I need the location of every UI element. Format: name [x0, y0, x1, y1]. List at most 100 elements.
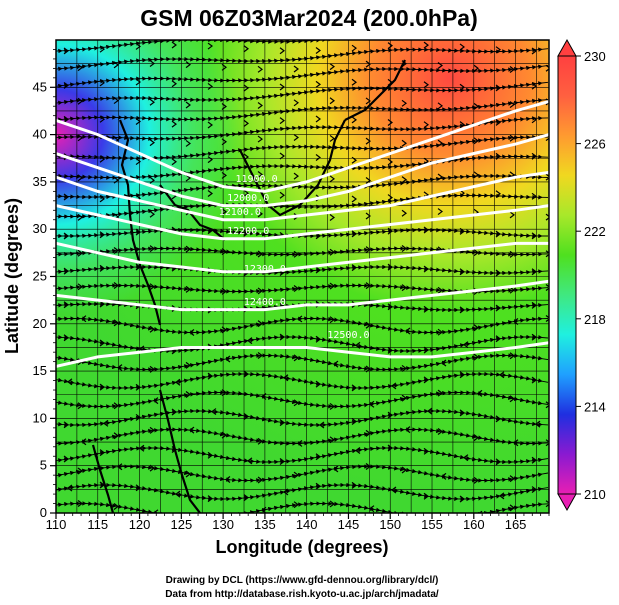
wind-arrow	[437, 173, 443, 181]
wind-arrow	[113, 319, 119, 327]
wind-arrow	[207, 82, 213, 90]
wind-arrow	[63, 334, 69, 342]
wind-arrow	[365, 97, 371, 105]
wind-arrow	[473, 102, 479, 110]
wind-arrow	[495, 152, 501, 160]
streamline	[56, 445, 549, 465]
wind-arrow	[329, 63, 335, 71]
wind-arrow	[279, 191, 285, 199]
wind-arrow	[221, 248, 227, 256]
wind-arrow	[293, 471, 299, 479]
wind-arrow	[63, 267, 69, 275]
wind-arrow	[221, 431, 227, 439]
wind-arrow	[99, 264, 105, 272]
wind-arrow	[77, 213, 83, 221]
wind-arrow	[63, 455, 69, 463]
wind-arrow	[221, 103, 227, 110]
wind-arrow	[67, 484, 73, 492]
wind-arrow	[99, 300, 105, 308]
wind-arrow	[473, 476, 479, 484]
wind-arrow	[135, 484, 141, 492]
wind-arrow	[135, 42, 141, 50]
streamline	[56, 264, 549, 276]
wind-arrow	[495, 269, 501, 277]
wind-arrow	[329, 248, 335, 256]
wind-arrow	[63, 301, 69, 309]
wind-arrow	[351, 384, 357, 392]
wind-arrow	[509, 504, 515, 512]
y-tick-label: 35	[33, 174, 47, 189]
colorbar-min-triangle	[557, 493, 577, 512]
wind-arrow	[293, 399, 299, 407]
streamline	[56, 316, 549, 335]
wind-arrow	[545, 283, 549, 291]
wind-arrow	[473, 137, 479, 145]
wind-arrow	[495, 415, 501, 423]
wind-arrow	[293, 501, 299, 509]
wind-arrow	[99, 449, 105, 457]
wind-arrow	[257, 352, 263, 360]
wind-arrow	[509, 250, 515, 258]
wind-arrow	[225, 475, 231, 483]
wind-arrow	[175, 378, 181, 386]
wind-arrow	[545, 500, 549, 508]
wind-arrow	[550, 470, 554, 476]
wind-arrow	[81, 315, 87, 323]
wind-arrow	[315, 80, 321, 88]
wind-arrow	[293, 354, 299, 362]
x-tick-label: 115	[87, 517, 108, 532]
wind-arrow	[117, 364, 123, 372]
wind-arrow	[545, 439, 549, 447]
wind-arrow	[531, 192, 537, 200]
wind-arrow	[401, 176, 407, 184]
y-tick-label: 10	[33, 410, 47, 425]
wind-arrow	[207, 451, 213, 459]
wind-arrow	[329, 134, 335, 142]
wind-arrow	[437, 428, 443, 436]
wind-arrow	[401, 466, 407, 474]
wind-arrow	[113, 61, 119, 69]
wind-arrow	[113, 502, 119, 510]
wind-arrow	[423, 447, 429, 455]
wind-arrow	[315, 335, 321, 343]
wind-arrow	[545, 173, 549, 181]
wind-arrow	[365, 321, 371, 329]
wind-arrow	[405, 327, 411, 335]
wind-arrow	[135, 117, 141, 125]
wind-arrow	[387, 444, 393, 452]
wind-arrow	[99, 79, 105, 87]
y-tick-label: 30	[33, 221, 47, 236]
y-axis: 0 5 10 15 20 25 30 35 40 45	[33, 49, 56, 520]
coastline-korea	[159, 184, 226, 241]
wind-arrow	[495, 46, 501, 54]
wind-arrow	[459, 268, 465, 276]
wind-arrow	[243, 119, 249, 127]
wind-arrow	[423, 121, 429, 129]
wind-arrow	[185, 285, 191, 293]
wind-arrow	[293, 134, 299, 142]
x-tick-label: 165	[505, 517, 527, 532]
wind-arrow	[365, 60, 371, 68]
wind-arrow	[401, 245, 407, 252]
wind-arrow	[513, 317, 519, 325]
wind-arrow	[423, 346, 429, 354]
wind-arrow	[459, 306, 465, 314]
wind-arrow	[365, 212, 371, 220]
wind-arrow	[279, 152, 285, 160]
contour-labels: 11900.0 12000.0 12100.0 12200.0 12300.0 12400…	[219, 174, 370, 341]
wind-arrow	[171, 120, 177, 128]
wind-arrow	[499, 492, 505, 500]
wind-arrow	[351, 230, 357, 238]
wind-arrow	[387, 263, 393, 271]
wind-arrow	[221, 171, 227, 179]
coastlines	[91, 59, 406, 513]
wind-arrow	[225, 355, 231, 363]
plot-area: 11900.0 12000.0 12100.0 12200.0 12300.0 12400…	[56, 40, 554, 513]
wind-arrow	[405, 426, 411, 434]
streamline	[56, 501, 549, 513]
wind-arrow	[135, 228, 141, 236]
wind-arrow	[185, 61, 191, 69]
wind-arrow	[423, 81, 429, 89]
wind-arrow	[477, 389, 483, 397]
wind-arrow	[185, 391, 191, 398]
